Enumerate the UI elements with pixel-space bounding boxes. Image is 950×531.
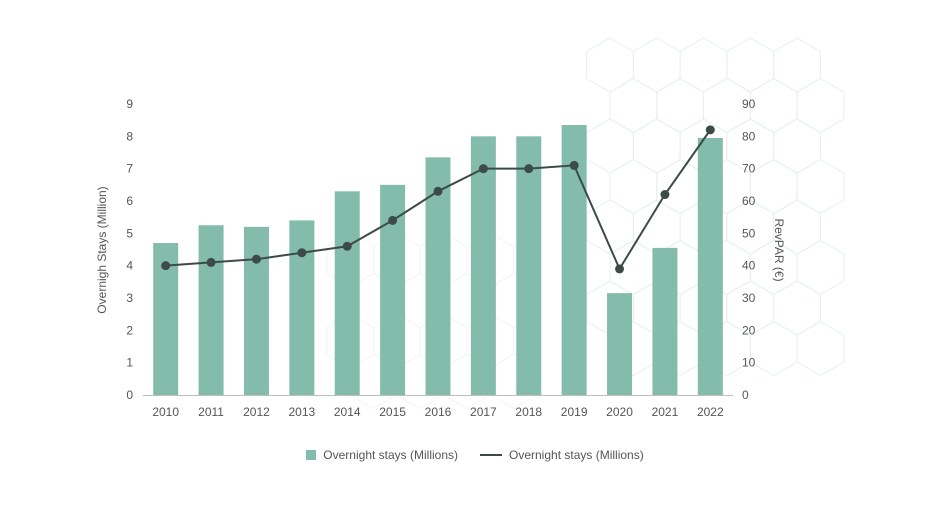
- y-axis-title: Overnigh Stays (Million): [95, 186, 109, 313]
- hexagon: [796, 158, 845, 215]
- y2-tick-label: 40: [742, 259, 756, 273]
- hexagon: [749, 320, 798, 377]
- hexagon: [773, 37, 821, 93]
- hexagon: [773, 280, 821, 336]
- hexagon: [632, 118, 681, 174]
- hexagon: [586, 37, 634, 93]
- y2-tick-label: 20: [742, 323, 756, 337]
- y2-tick-label: 80: [742, 129, 756, 143]
- bar-2017: [470, 136, 496, 396]
- line-point-2013: [297, 248, 307, 258]
- bar-2019: [561, 125, 587, 396]
- y-tick-label: 8: [126, 129, 133, 143]
- y-tick-label: 5: [126, 226, 133, 240]
- line-point-2014: [342, 241, 352, 251]
- y2-tick-label: 30: [742, 291, 756, 305]
- bar-2011: [198, 225, 224, 395]
- line-point-2011: [206, 257, 216, 267]
- y-tick-label: 7: [126, 162, 133, 176]
- y2-tick-label: 70: [742, 162, 756, 176]
- line-point-2015: [388, 215, 398, 225]
- bar-series: [153, 125, 723, 396]
- x-tick-label: 2016: [425, 405, 452, 419]
- line-series: [161, 125, 715, 274]
- y-tick-label: 9: [126, 97, 133, 111]
- x-tick-label: 2018: [515, 405, 542, 419]
- bar-2018: [516, 136, 542, 396]
- y2-tick-label: 10: [742, 356, 756, 370]
- y2-tick-label: 60: [742, 194, 756, 208]
- y2-tick-label: 90: [742, 97, 756, 111]
- hexagon: [586, 118, 634, 174]
- legend-bar-swatch: [306, 450, 317, 460]
- hexagon: [796, 239, 845, 296]
- y-tick-label: 0: [126, 388, 133, 402]
- line-point-2021: [660, 190, 670, 200]
- hexagon: [609, 77, 658, 134]
- legend-bar-label: Overnight stays (Millions): [323, 448, 458, 462]
- y2-axis-title: RevPAR (€): [772, 218, 786, 281]
- y2-tick-label: 50: [742, 226, 756, 240]
- x-tick-label: 2011: [198, 405, 224, 419]
- line-point-2016: [433, 186, 443, 196]
- bar-2021: [652, 247, 678, 395]
- legend-item-line: Overnight stays (Millions): [480, 448, 644, 462]
- hexagon: [609, 158, 658, 215]
- bar-2012: [243, 226, 269, 395]
- y-tick-label: 3: [126, 291, 133, 305]
- axis-ticks: 2010 2011 2012 2013 2014 2015 2016 2017 2018 2019…: [126, 97, 755, 419]
- line-point-2019: [569, 160, 579, 170]
- hexagon: [679, 37, 728, 93]
- line-point-2010: [161, 261, 171, 271]
- x-tick-label: 2015: [379, 405, 406, 419]
- hexagon: [796, 320, 845, 377]
- line-point-2018: [524, 164, 534, 174]
- y-tick-label: 2: [126, 323, 133, 337]
- bar-2014: [334, 191, 360, 395]
- hexagon: [656, 158, 704, 215]
- x-tick-label: 2022: [697, 405, 724, 419]
- legend: Overnight stays (Millions) Overnight sta…: [0, 448, 950, 462]
- hexagon: [796, 77, 845, 134]
- hexagon: [773, 118, 821, 174]
- x-tick-label: 2012: [243, 405, 270, 419]
- bar-2013: [289, 220, 315, 395]
- x-tick-label: 2021: [652, 405, 679, 419]
- bar-2022: [697, 137, 723, 395]
- line-point-2022: [705, 125, 715, 135]
- y-tick-label: 6: [126, 194, 133, 208]
- line-point-2017: [478, 164, 488, 174]
- bar-2020: [607, 293, 633, 395]
- x-tick-label: 2020: [606, 405, 633, 419]
- x-tick-label: 2013: [288, 405, 315, 419]
- x-tick-label: 2019: [561, 405, 588, 419]
- y-tick-label: 4: [126, 259, 133, 273]
- legend-line-label: Overnight stays (Millions): [509, 448, 644, 462]
- legend-item-bars: Overnight stays (Millions): [306, 448, 458, 462]
- x-tick-label: 2017: [470, 405, 497, 419]
- line-point-2020: [615, 264, 625, 274]
- y2-tick-label: 0: [742, 388, 749, 402]
- x-tick-label: 2014: [334, 405, 361, 419]
- hexagon: [656, 77, 704, 134]
- line-point-2012: [251, 254, 261, 264]
- x-tick-label: 2010: [152, 405, 179, 419]
- hexagon: [632, 37, 681, 93]
- hexagon: [726, 37, 775, 93]
- legend-line-swatch: [480, 454, 502, 456]
- y-tick-label: 1: [126, 356, 133, 370]
- hexagon: [749, 77, 798, 134]
- hexagon: [749, 158, 798, 215]
